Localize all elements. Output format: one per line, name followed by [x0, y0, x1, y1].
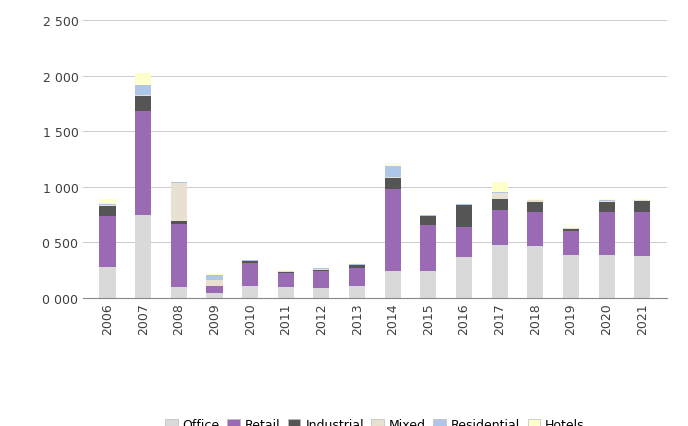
Bar	[420, 217, 436, 225]
Bar	[100, 204, 116, 206]
Bar	[314, 269, 330, 270]
Bar	[171, 184, 187, 221]
Bar	[599, 256, 615, 298]
Bar	[314, 271, 330, 288]
Bar	[634, 256, 650, 298]
Bar	[100, 267, 116, 298]
Bar	[420, 215, 436, 216]
Bar	[634, 202, 650, 213]
Bar	[492, 193, 508, 200]
Bar	[135, 86, 151, 96]
Bar	[171, 183, 187, 184]
Bar	[599, 213, 615, 256]
Bar	[349, 264, 365, 265]
Legend: Office, Retail, Industrial, Mixed, Residential, Hotels: Office, Retail, Industrial, Mixed, Resid…	[160, 413, 590, 426]
Bar	[563, 230, 579, 231]
Bar	[634, 201, 650, 202]
Bar	[563, 255, 579, 298]
Bar	[314, 270, 330, 271]
Bar	[242, 264, 258, 287]
Bar	[599, 200, 615, 201]
Bar	[634, 200, 650, 201]
Bar	[563, 231, 579, 255]
Bar	[420, 272, 436, 298]
Bar	[135, 215, 151, 298]
Bar	[563, 229, 579, 230]
Bar	[385, 164, 401, 167]
Bar	[242, 287, 258, 298]
Bar	[492, 200, 508, 211]
Bar	[206, 287, 222, 293]
Bar	[420, 225, 436, 272]
Bar	[100, 199, 116, 204]
Bar	[242, 261, 258, 262]
Bar	[528, 247, 544, 298]
Bar	[528, 200, 544, 201]
Bar	[385, 167, 401, 178]
Bar	[314, 288, 330, 298]
Bar	[528, 212, 544, 247]
Bar	[135, 112, 151, 215]
Bar	[206, 286, 222, 287]
Bar	[206, 274, 222, 275]
Bar	[528, 201, 544, 202]
Bar	[456, 227, 472, 257]
Bar	[242, 262, 258, 264]
Bar	[278, 271, 294, 272]
Bar	[135, 97, 151, 112]
Bar	[206, 275, 222, 280]
Bar	[492, 182, 508, 193]
Bar	[385, 190, 401, 272]
Bar	[171, 287, 187, 298]
Bar	[349, 286, 365, 298]
Bar	[206, 293, 222, 298]
Bar	[420, 216, 436, 217]
Bar	[135, 96, 151, 97]
Bar	[528, 202, 544, 212]
Bar	[242, 260, 258, 261]
Bar	[278, 273, 294, 287]
Bar	[456, 205, 472, 206]
Bar	[100, 206, 116, 217]
Bar	[563, 227, 579, 228]
Bar	[206, 280, 222, 286]
Bar	[634, 213, 650, 256]
Bar	[278, 272, 294, 273]
Bar	[599, 201, 615, 202]
Bar	[278, 287, 294, 298]
Bar	[492, 245, 508, 298]
Bar	[385, 272, 401, 298]
Bar	[456, 204, 472, 205]
Bar	[100, 217, 116, 267]
Bar	[385, 178, 401, 190]
Bar	[456, 206, 472, 227]
Bar	[349, 269, 365, 286]
Bar	[456, 257, 472, 298]
Bar	[171, 224, 187, 287]
Bar	[492, 211, 508, 245]
Bar	[171, 221, 187, 224]
Bar	[171, 182, 187, 183]
Bar	[314, 268, 330, 269]
Bar	[599, 202, 615, 213]
Bar	[349, 265, 365, 269]
Bar	[563, 228, 579, 229]
Bar	[135, 73, 151, 86]
